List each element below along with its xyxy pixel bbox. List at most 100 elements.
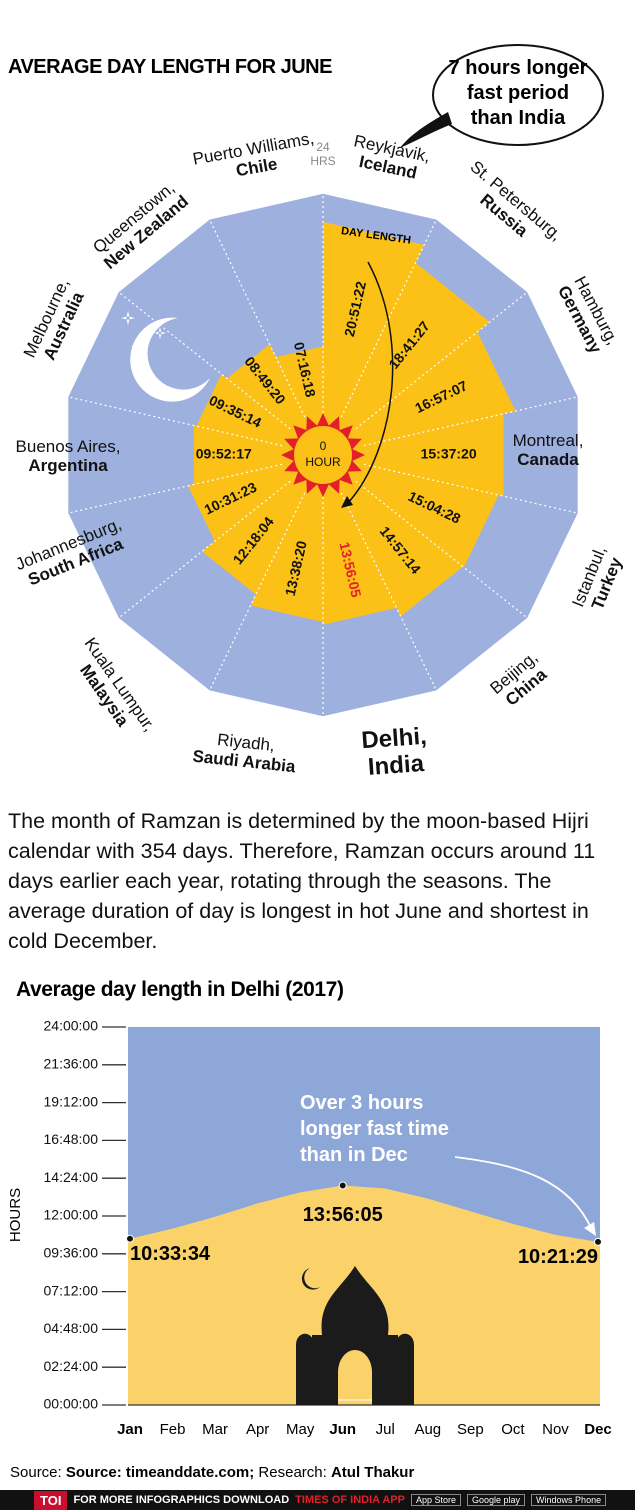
y-tick-label: 07:12:00 xyxy=(44,1282,99,1298)
arrow xyxy=(347,261,394,504)
y-tick-label: 19:12:00 xyxy=(44,1093,99,1109)
star-icon xyxy=(121,311,135,325)
spoke xyxy=(67,463,283,514)
value-label: 10:33:34 xyxy=(130,1243,211,1265)
value-label: 10:21:29 xyxy=(518,1246,598,1268)
source-name: Source: timeanddate.com; xyxy=(65,1464,255,1481)
mosque-moon xyxy=(301,1268,320,1290)
research-label: Research: xyxy=(258,1464,327,1481)
day-length-wedge xyxy=(196,374,323,455)
annotation-arrow-head xyxy=(584,1222,596,1236)
badge[interactable]: Google play xyxy=(467,1494,526,1506)
spoke xyxy=(208,218,306,418)
research-name: Atul Thakur xyxy=(330,1464,415,1481)
city-label: Montreal, Canada xyxy=(513,431,584,469)
day-length-wedge xyxy=(202,455,323,595)
x-tick-label: Aug xyxy=(414,1421,441,1438)
spoke xyxy=(340,492,438,692)
day-length-wedge xyxy=(323,455,499,568)
y-tick-label: 09:36:00 xyxy=(44,1245,99,1261)
badge[interactable]: App Store xyxy=(410,1494,461,1506)
y-tick-label: 24:00:00 xyxy=(44,1018,99,1034)
footer-brand: TOI xyxy=(34,1490,68,1510)
country-name: Argentina xyxy=(28,456,108,475)
y-tick-label: 12:00:00 xyxy=(44,1207,99,1223)
sun-core xyxy=(294,426,352,484)
x-tick-label: Sep xyxy=(457,1421,484,1438)
mosque xyxy=(312,1335,398,1405)
day-length-wedge xyxy=(323,455,397,625)
day-length-wedge xyxy=(323,331,516,455)
paragraph: The month of Ramzan is determined by the… xyxy=(8,809,596,953)
x-tick-label: Jan xyxy=(117,1421,143,1438)
star-icon xyxy=(131,342,139,350)
city-label: Delhi, India xyxy=(361,723,430,781)
annotation-arrow xyxy=(454,1156,593,1231)
x-tick-label: Feb xyxy=(160,1421,186,1438)
source: Source: Source: timeanddate.com; Researc… xyxy=(10,1464,414,1481)
day-length-wedge xyxy=(323,221,425,455)
star-icon xyxy=(154,327,166,339)
point xyxy=(126,1234,134,1243)
value-label: 15:37:20 xyxy=(421,446,477,462)
spoke xyxy=(117,480,291,619)
x-tick-label: Oct xyxy=(501,1421,525,1438)
y-tick-label: 02:24:00 xyxy=(44,1358,99,1374)
x-tick-label: May xyxy=(286,1421,315,1438)
spoke xyxy=(67,396,283,447)
spoke xyxy=(117,291,291,430)
footer: TOI FOR MORE INFOGRAPHICS DOWNLOAD TIMES… xyxy=(0,1490,635,1510)
footer-text: FOR MORE INFOGRAPHICS DOWNLOAD xyxy=(73,1494,290,1506)
radial-title: AVERAGE DAY LENGTH FOR JUNE xyxy=(8,56,332,78)
spoke xyxy=(355,480,529,619)
radial-outline xyxy=(66,192,580,718)
country-name: India xyxy=(367,750,425,781)
x-tick-label: Apr xyxy=(246,1421,269,1438)
center-label: 0 HOUR xyxy=(305,439,341,469)
area-title: Average day length in Delhi (2017) xyxy=(16,978,344,1001)
spoke xyxy=(208,492,306,692)
badge[interactable]: Windows Phone xyxy=(531,1494,607,1506)
y-tick-label: 04:48:00 xyxy=(44,1320,99,1336)
y-tick-label: 21:36:00 xyxy=(44,1056,99,1072)
day-length-wedge xyxy=(323,413,504,497)
country-name: Canada xyxy=(517,450,579,469)
y-tick-label: 14:24:00 xyxy=(44,1169,99,1185)
moon xyxy=(130,317,210,402)
bubble xyxy=(432,44,604,146)
day-length-wedge xyxy=(193,425,323,485)
value-label: 13:56:05 xyxy=(303,1204,383,1226)
x-tick-label: Jul xyxy=(376,1421,395,1438)
x-tick-label: Nov xyxy=(542,1421,569,1438)
x-tick-label: Jun xyxy=(329,1421,356,1438)
minaret xyxy=(296,1333,414,1405)
y-axis-label: HOURS xyxy=(7,1188,24,1242)
y-tick-label: 16:48:00 xyxy=(44,1131,99,1147)
spoke xyxy=(363,396,579,447)
day-length-wedge xyxy=(188,455,323,542)
outer-label: 24 HRS xyxy=(310,140,336,168)
city-name: Montreal, xyxy=(512,431,584,450)
radial-annotation: 7 hours longer fast period than India xyxy=(448,57,588,129)
spoke xyxy=(340,218,438,418)
x-tick-label: Dec xyxy=(584,1421,612,1438)
day-length-wedge xyxy=(323,262,490,455)
city-label: Buenos Aires, Argentina xyxy=(16,437,121,475)
bubble-tail xyxy=(400,112,452,148)
x-tick-label: Mar xyxy=(202,1421,228,1438)
point xyxy=(338,1181,347,1190)
spoke xyxy=(355,291,529,430)
day-length-wedge xyxy=(226,344,323,455)
area-annotation: Over 3 hours longer fast time than in De… xyxy=(300,1092,449,1166)
day-length-wedge xyxy=(250,455,323,623)
y-tick-label: 00:00:00 xyxy=(44,1396,99,1412)
city-name: Buenos Aires, xyxy=(15,437,121,456)
point xyxy=(594,1237,602,1246)
source-prefix: Source: xyxy=(10,1464,62,1481)
mosque-dome xyxy=(321,1266,389,1335)
arrow-head xyxy=(341,496,353,508)
footer-app: TIMES OF INDIA APP xyxy=(295,1494,405,1506)
day-length-wedge xyxy=(323,455,464,617)
